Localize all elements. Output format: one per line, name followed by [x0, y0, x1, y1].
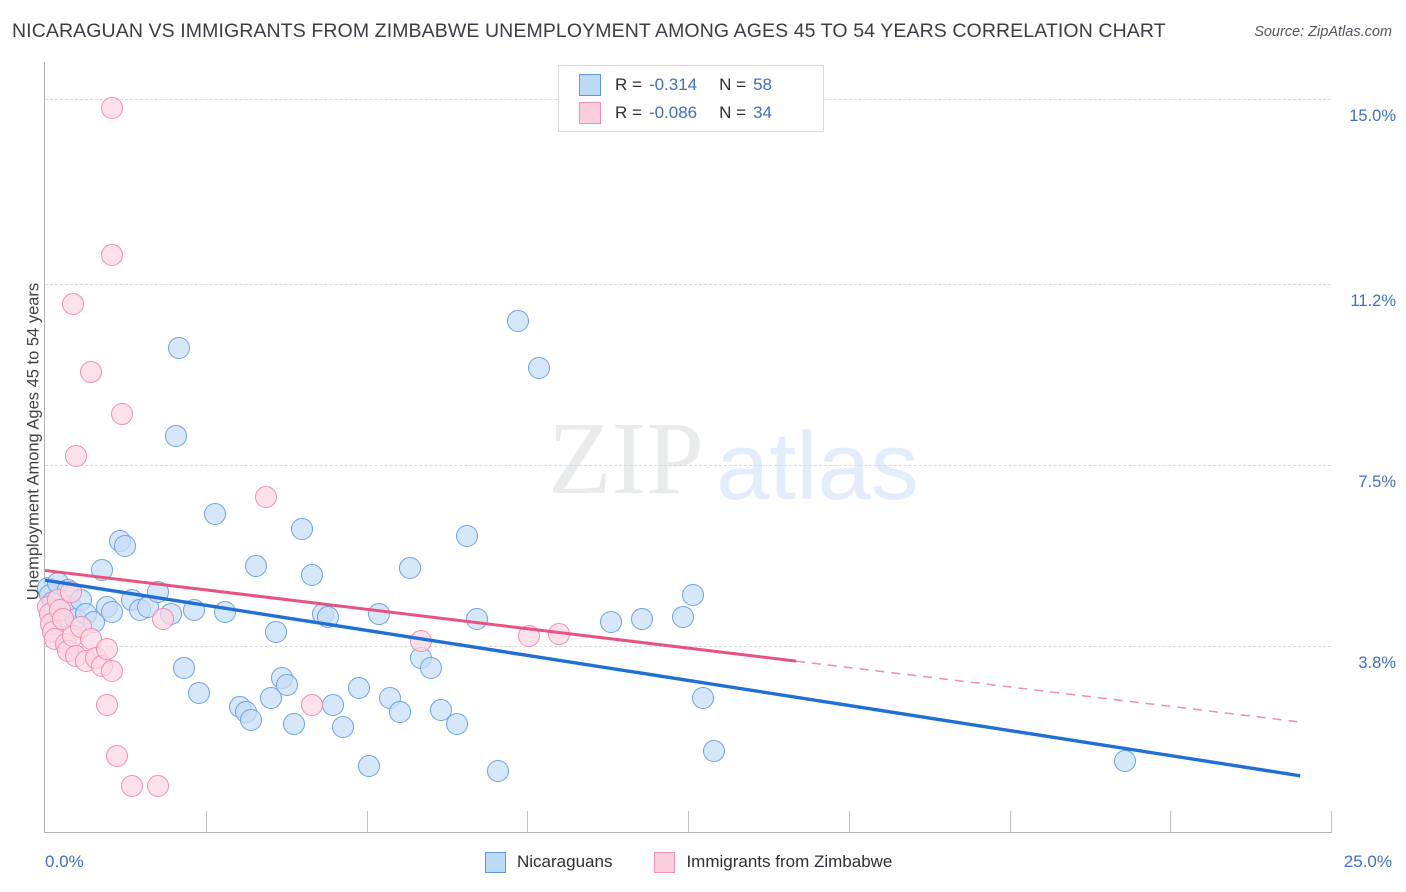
x-axis-tick [1331, 811, 1332, 832]
scatter-point-zimbabwe [111, 403, 134, 425]
scatter-point-nicaraguans [265, 620, 288, 643]
scatter-point-nicaraguans [486, 759, 509, 782]
legend-swatch-pink [654, 851, 676, 873]
y-axis-title: Unemployment Among Ages 45 to 54 years [24, 282, 43, 601]
stats-r-value-1: -0.086 [648, 103, 698, 122]
stats-r-label-0: R = [615, 75, 642, 94]
scatter-point-nicaraguans [322, 693, 345, 716]
scatter-point-zimbabwe [100, 659, 123, 682]
stats-row-zimbabwe: R = -0.086 N = 34 [579, 99, 772, 127]
legend-label-zimbabwe: Immigrants from Zimbabwe [686, 852, 893, 871]
scatter-point-zimbabwe [147, 774, 170, 797]
stats-r-value-0: -0.314 [648, 75, 698, 94]
scatter-point-nicaraguans [113, 535, 136, 557]
stats-n-value-0: 58 [753, 75, 772, 94]
x-axis-max-label: 25.0% [1343, 852, 1392, 871]
scatter-point-nicaraguans [702, 740, 725, 763]
y-axis-tick-label: 11.2% [1350, 292, 1396, 311]
legend-label-nicaraguans: Nicaraguans [517, 852, 613, 871]
scatter-point-nicaraguans [214, 601, 237, 623]
scatter-point-zimbabwe [409, 630, 432, 653]
scatter-point-nicaraguans [100, 601, 123, 623]
scatter-point-zimbabwe [80, 361, 103, 384]
scatter-point-zimbabwe [95, 693, 118, 716]
scatter-point-nicaraguans [165, 425, 188, 447]
scatter-point-zimbabwe [62, 293, 85, 315]
series-legend: Nicaraguans Immigrants from Zimbabwe [485, 849, 934, 875]
y-axis-tick-label: 3.8% [1358, 654, 1396, 673]
scatter-point-nicaraguans [167, 337, 190, 359]
scatter-point-zimbabwe [59, 581, 82, 604]
stats-n-label-1: N = [719, 103, 747, 122]
scatter-point-nicaraguans [671, 605, 694, 628]
gridline [45, 465, 1331, 467]
scatter-point-nicaraguans [316, 605, 339, 628]
correlation-stats-box: R = -0.314 N = 58 R = -0.086 N = 34 [558, 65, 824, 132]
scatter-point-zimbabwe [64, 444, 87, 467]
scatter-point-zimbabwe [517, 625, 540, 648]
scatter-point-zimbabwe [121, 774, 144, 797]
scatter-point-nicaraguans [507, 310, 530, 333]
legend-entry-zimbabwe[interactable]: Immigrants from Zimbabwe [654, 851, 893, 873]
scatter-point-nicaraguans [358, 755, 381, 777]
gridline [45, 284, 1331, 286]
y-axis-tick-label: 15.0% [1349, 106, 1396, 125]
scatter-point-nicaraguans [275, 674, 298, 697]
stats-r-label-1: R = [615, 103, 642, 122]
scatter-point-nicaraguans [630, 608, 653, 631]
x-axis-tick [527, 811, 529, 832]
scatter-point-nicaraguans [172, 657, 195, 680]
scatter-point-nicaraguans [455, 525, 478, 548]
stats-n-value-1: 34 [753, 103, 772, 122]
scatter-point-nicaraguans [347, 676, 370, 699]
scatter-point-nicaraguans [90, 559, 113, 582]
scatter-point-nicaraguans [203, 503, 226, 526]
scatter-point-nicaraguans [244, 554, 267, 577]
stats-row-nicaraguans: R = -0.314 N = 58 [579, 71, 772, 99]
scatter-point-nicaraguans [239, 708, 262, 731]
scatter-point-nicaraguans [388, 701, 411, 724]
x-axis-tick [205, 811, 207, 832]
stats-swatch-pink [579, 102, 601, 124]
x-axis-min-label: 0.0% [45, 852, 84, 871]
scatter-point-nicaraguans [599, 610, 622, 633]
scatter-point-zimbabwe [100, 97, 123, 120]
scatter-point-nicaraguans [445, 713, 468, 736]
y-axis-tick-label: 7.5% [1358, 473, 1396, 492]
x-axis-tick [688, 811, 689, 832]
legend-entry-nicaraguans[interactable]: Nicaraguans [485, 851, 613, 873]
stats-swatch-blue [579, 74, 601, 96]
x-axis-tick [848, 811, 850, 832]
scatter-point-zimbabwe [255, 486, 278, 509]
x-axis-tick [366, 811, 368, 832]
source-label: Source: ZipAtlas.com [1254, 24, 1392, 40]
scatter-point-nicaraguans [419, 657, 442, 680]
page-title: NICARAGUAN VS IMMIGRANTS FROM ZIMBABWE U… [12, 20, 1166, 42]
scatter-point-nicaraguans [682, 583, 705, 606]
legend-swatch-blue [485, 851, 506, 873]
scatter-point-nicaraguans [527, 356, 550, 379]
gridline [45, 646, 1331, 648]
scatter-point-nicaraguans [692, 686, 715, 709]
scatter-point-zimbabwe [100, 244, 123, 267]
x-axis-tick [1009, 811, 1011, 832]
scatter-point-nicaraguans [188, 681, 211, 704]
scatter-point-zimbabwe [95, 637, 118, 660]
x-axis-line [44, 832, 1332, 833]
stats-n-label-0: N = [719, 75, 747, 94]
scatter-point-nicaraguans [291, 517, 314, 540]
scatter-point-nicaraguans [183, 598, 206, 621]
y-axis-line [44, 62, 45, 833]
x-axis-tick [1170, 811, 1172, 832]
